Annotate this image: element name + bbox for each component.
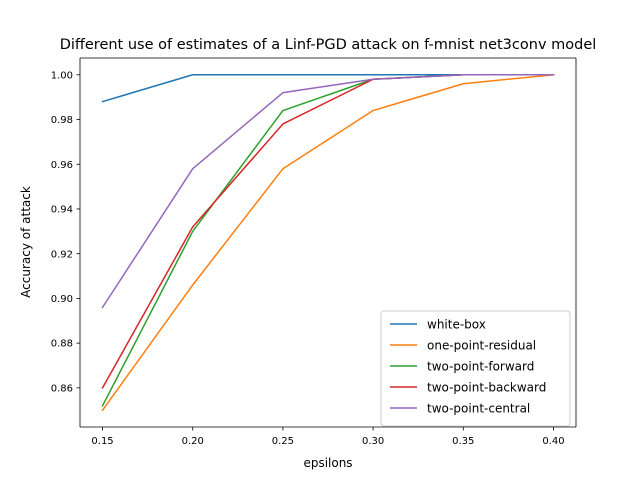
- series-layer: [101, 73, 555, 412]
- legend-box: [380, 310, 571, 427]
- legend-label-white-box: white-box: [427, 317, 486, 331]
- x-axis-label: epsilons: [303, 456, 352, 470]
- x-tick-label: 0.25: [272, 436, 294, 447]
- series-line-one-point-residual: [101, 73, 555, 412]
- y-tick-label: 0.90: [51, 294, 73, 305]
- legend-label-one-point-residual: one-point-residual: [427, 338, 536, 352]
- y-axis-label: Accuracy of attack: [19, 186, 33, 298]
- x-tick-label: 0.20: [182, 436, 204, 447]
- legend-label-two-point-forward: two-point-forward: [427, 359, 534, 373]
- y-tick-label: 0.96: [51, 160, 73, 171]
- y-tick-label: 0.88: [51, 339, 73, 350]
- x-tick-label: 0.40: [542, 436, 564, 447]
- legend: white-box one-point-residual two-point-for…: [380, 310, 571, 427]
- x-tick-label: 0.15: [91, 436, 113, 447]
- legend-label-two-point-central: two-point-central: [427, 401, 530, 415]
- x-tick-label: 0.30: [362, 436, 384, 447]
- y-tick-label: 0.98: [51, 115, 73, 126]
- y-tick-label: 0.94: [51, 205, 73, 216]
- chart-title: Different use of estimates of a Linf-PGD…: [60, 37, 597, 53]
- x-tick-label: 0.35: [452, 436, 474, 447]
- series-line-two-point-central: [101, 74, 555, 309]
- y-tick-label: 0.92: [51, 249, 73, 260]
- y-tick-label: 1.00: [51, 70, 73, 81]
- legend-label-two-point-backward: two-point-backward: [427, 380, 546, 394]
- axes-layer: 0.15 0.20 0.25 0.30 0.35 0.40 0.86 0.88 0.90 0.92…: [51, 57, 577, 447]
- y-tick-label: 0.86: [51, 383, 73, 394]
